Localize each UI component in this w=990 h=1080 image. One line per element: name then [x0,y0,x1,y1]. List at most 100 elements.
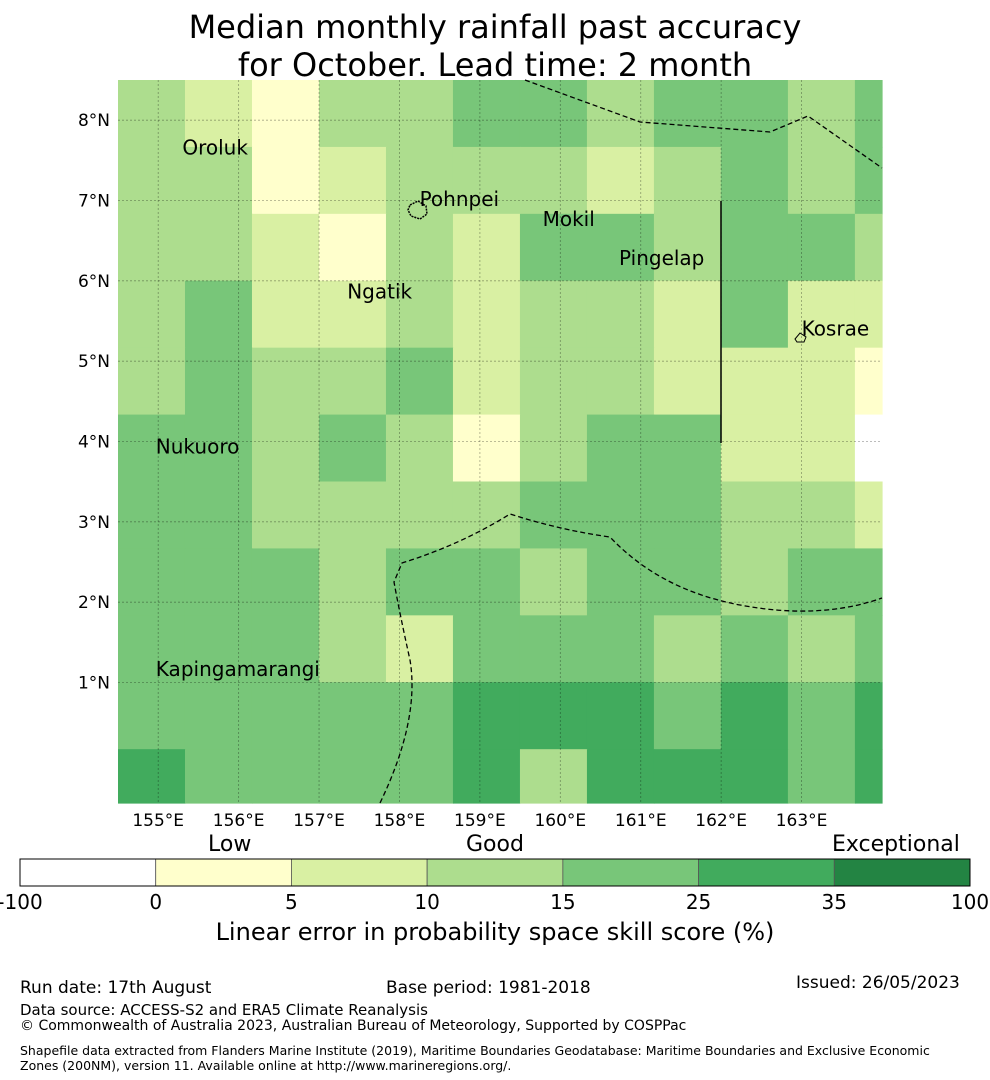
grid-cell [318,213,387,282]
grid-cell [184,481,253,550]
grid-cell [452,280,521,349]
grid-cell [452,347,521,416]
grid-cell [118,749,186,804]
base-period: Base period: 1981-2018 [386,978,591,998]
grid-cell [318,481,387,550]
grid-cell [118,481,186,550]
colorbar-swatch [698,858,835,887]
grid-cell [586,213,655,282]
grid-cell [251,615,320,683]
grid-cell [184,749,253,804]
colorbar-tick-label: 15 [550,890,576,914]
grid-cell [519,414,588,483]
colorbar-tick-label: 35 [821,890,848,914]
grid-cell [720,280,789,349]
grid-cell [519,80,588,148]
grid-cell [519,347,588,416]
grid-cell [251,548,320,616]
grid-cell [118,615,186,683]
colorbar-swatch [426,858,564,887]
lon-tick-label: 160°E [534,811,586,831]
grid-cell [854,213,883,282]
lon-tick-label: 162°E [695,811,747,831]
lat-tick-label: 7°N [78,192,110,212]
chart-title-line-2: for October. Lead time: 2 month [237,46,753,84]
eez-boundary-north [524,79,883,169]
place-label: Oroluk [182,136,248,160]
lat-tick-label: 4°N [78,433,110,453]
grid-cell [854,548,883,616]
grid-cell [720,146,789,215]
skill-grid [118,80,883,804]
grid-cell [787,213,856,282]
grid-cell [385,280,454,349]
grid-cell [653,80,722,148]
grid-cell [118,213,186,282]
colorbar [19,858,971,887]
grid-cell [452,414,521,483]
grid-cell [787,280,856,349]
lat-tick-label: 8°N [78,111,110,131]
grid-cell [184,80,253,148]
colorbar-tick-label: 10 [414,890,440,914]
lon-tick-label: 156°E [213,811,265,831]
colorbar-tick-label: 5 [285,890,298,914]
grid-cell [653,481,722,550]
grid-cell [586,749,655,804]
grid-cell [787,146,856,215]
issued-date: Issued: 26/05/2023 [796,973,960,993]
grid-cell [184,682,253,750]
grid-cell [452,146,521,215]
grid-cell [251,682,320,750]
grid-cell [854,749,883,804]
grid-cell [385,682,454,750]
grid-cell [653,548,722,616]
grid-cell [452,213,521,282]
grid-cell [184,146,253,215]
lat-tick-label: 1°N [78,674,110,694]
pohnpei-island-outline [407,200,428,220]
grid-cell [452,481,521,550]
grid-cell [251,146,320,215]
colorbar-tick-label: 100 [950,890,990,914]
colorbar-category-exceptional: Exceptional [832,832,960,857]
lat-tick-label: 6°N [78,272,110,292]
grid-cell [318,615,387,683]
place-label: Ngatik [347,280,412,304]
run-date: Run date: 17th August [20,978,212,998]
grid-cell [653,615,722,683]
grid-cell [586,146,655,215]
grid-cell [854,682,883,750]
grid-cell [720,548,789,616]
grid-cell [586,414,655,483]
grid-cell [787,615,856,683]
kosrae-island-outline [794,332,807,343]
grid-cell [251,749,320,804]
grid-cell [251,347,320,416]
place-label: Mokil [543,207,595,231]
grid-cell [720,213,789,282]
lon-tick-label: 158°E [374,811,426,831]
grid-cell [586,280,655,349]
lon-tick-label: 161°E [615,811,667,831]
grid-cell [720,414,789,483]
grid-cell [385,347,454,416]
colorbar-category-good: Good [466,832,524,857]
grid-cell [519,682,588,750]
grid-cell [586,347,655,416]
lat-tick-label: 2°N [78,593,110,613]
grid-cell [854,347,883,416]
place-label: Kapingamarangi [156,657,320,681]
grid-cell [720,615,789,683]
grid-cell [854,146,883,215]
grid-cell [118,682,186,750]
grid-cell [586,682,655,750]
grid-cell [118,80,186,148]
grid-cell [385,414,454,483]
lon-tick-label: 157°E [293,811,345,831]
lon-tick-label: 163°E [776,811,828,831]
grid-cell [854,615,883,683]
data-source: Data source: ACCESS-S2 and ERA5 Climate … [20,1001,428,1019]
grid-cell [184,548,253,616]
